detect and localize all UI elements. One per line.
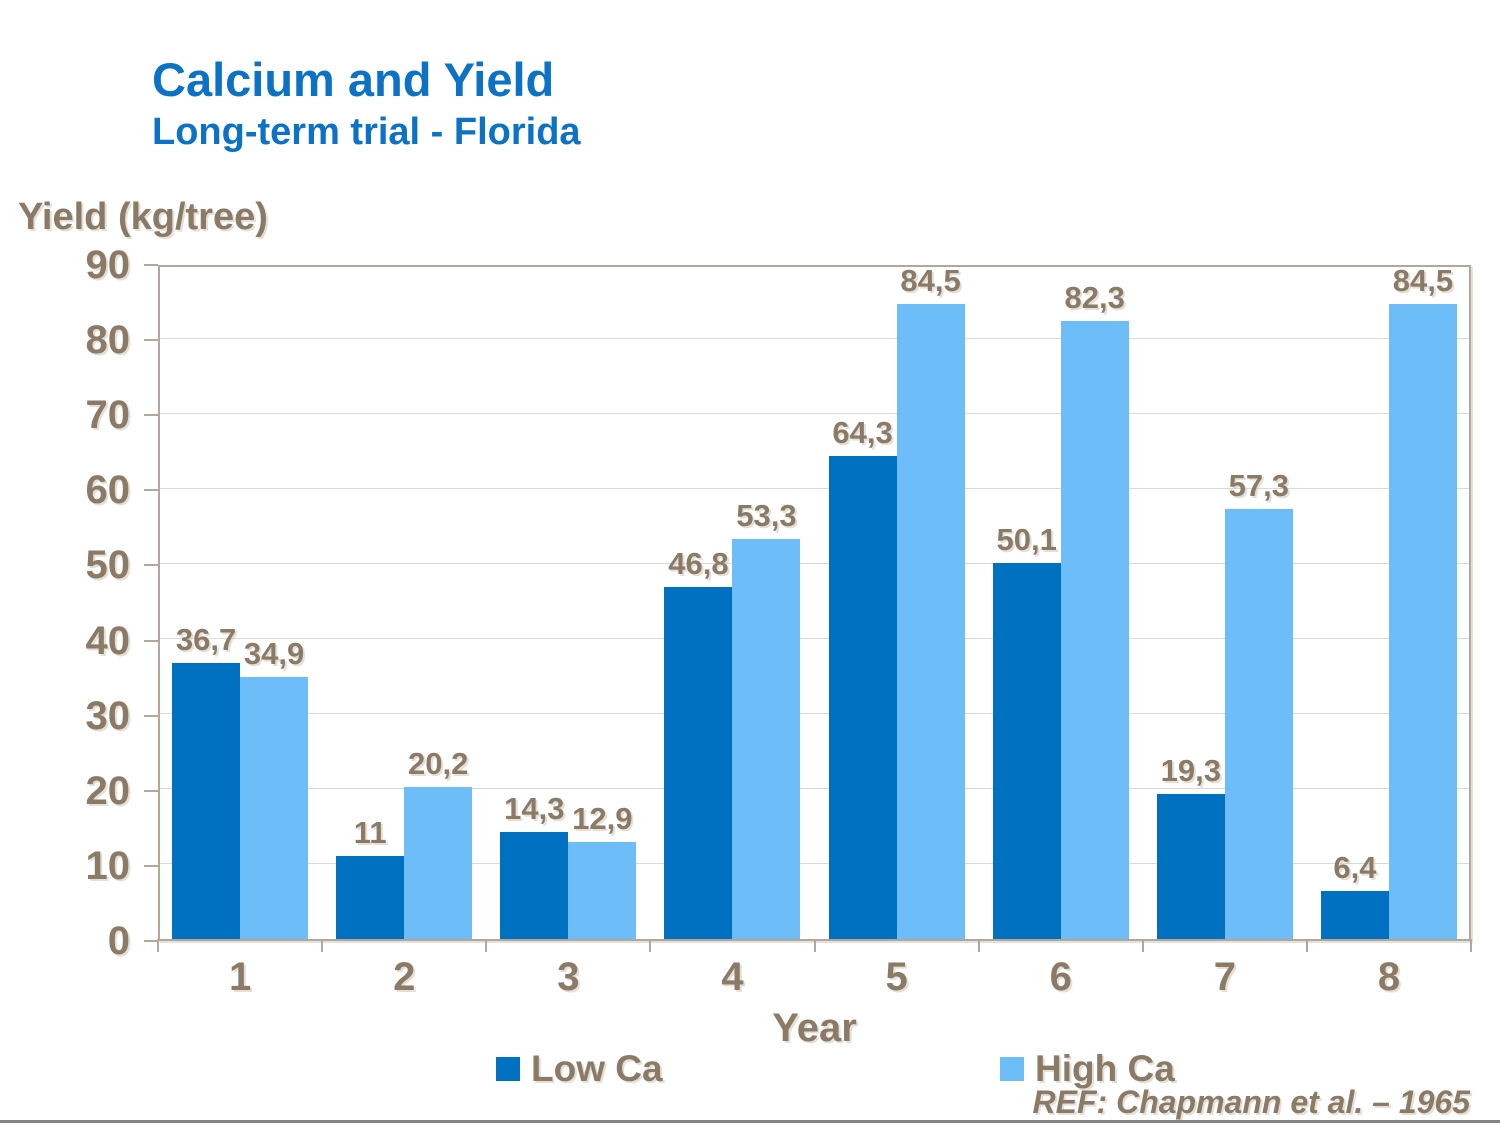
bar-value-label-low-ca: 14,3 [504,790,565,826]
bar-low-ca [1156,794,1225,939]
bar-low-ca [1320,890,1389,939]
y-axis-title: Yield (kg/tree) [18,196,268,238]
legend-item-low-ca: Low Ca [496,1048,663,1090]
gridline [160,638,1469,640]
x-axis-tick [1470,939,1472,952]
bar-value-label-high-ca: 84,5 [1392,263,1454,299]
x-axis-tick [1141,939,1144,952]
bar-low-ca [664,587,733,939]
bar-low-ca [828,456,897,939]
x-axis-title: Year [772,1006,857,1050]
x-axis-tick [813,939,816,952]
gridline [160,412,1469,414]
y-axis-tick [144,789,158,792]
y-axis-tick-label: 50 [85,543,131,588]
bar-low-ca [500,831,569,939]
legend-swatch-low-ca [496,1057,520,1081]
y-axis-tick-label: 10 [85,843,131,888]
x-axis-category-label: 8 [1377,955,1401,999]
gridline [160,562,1469,564]
y-axis-tick-label: 20 [85,768,131,813]
bar-high-ca [732,538,801,939]
y-axis-tick-label: 70 [85,393,131,438]
bar-high-ca [568,842,637,939]
y-axis-tick [144,940,158,942]
gridline [160,337,1469,339]
x-axis-category-label: 7 [1213,955,1236,999]
y-axis-tick-label: 30 [85,693,131,738]
y-axis-tick [144,864,158,867]
gridline [160,487,1469,489]
chart-subtitle: Long-term trial - Florida [152,111,581,153]
bar-value-label-low-ca: 11 [353,815,387,851]
x-axis-tick [157,939,159,952]
reference-citation: REF: Chapmann et al. – 1965 [1032,1084,1470,1120]
y-axis-tick-label: 60 [85,468,131,513]
x-axis-category-label: 6 [1049,955,1072,999]
y-axis-tick [144,339,158,342]
y-axis-tick [144,414,158,417]
x-axis-tick [1305,939,1308,952]
y-axis-tick-label: 90 [85,243,131,287]
x-axis-category-label: 5 [885,955,908,999]
bar-high-ca [896,304,965,939]
bar-value-label-low-ca: 6,4 [1333,849,1377,885]
x-axis-tick [321,939,324,952]
bar-high-ca [240,676,309,939]
y-axis-tick [144,564,158,567]
bar-value-label-high-ca: 57,3 [1228,467,1289,503]
x-axis-tick [977,939,980,952]
y-axis-tick [144,639,158,642]
y-axis-tick-label: 80 [85,318,131,363]
bar-value-label-high-ca: 20,2 [408,746,469,782]
gridline [160,863,1469,865]
x-axis-category-label: 1 [228,955,252,999]
bar-value-label-high-ca: 84,5 [900,263,961,299]
bar-value-label-low-ca: 19,3 [1160,753,1221,789]
bar-value-label-high-ca: 82,3 [1064,279,1125,315]
y-axis-tick-label: 40 [85,618,131,663]
gridline [160,713,1469,715]
bar-value-label-high-ca: 34,9 [243,635,305,671]
legend-swatch-high-ca [1000,1057,1024,1081]
x-axis-category-label: 3 [557,955,580,999]
bar-high-ca [1060,320,1129,939]
x-axis-tick [485,939,488,952]
bar-high-ca [404,787,473,939]
y-axis-tick [144,489,158,492]
y-axis-tick-label: 0 [107,919,130,963]
bar-low-ca [172,663,241,939]
legend-label-high-ca: High Ca [1035,1048,1175,1089]
bar-value-label-low-ca: 46,8 [668,546,729,582]
plot-area: 36,7 11 14,3 46,8 64,3 50,1 19,3 6,4 34,9 20,2 12,… [157,263,1472,952]
bar-low-ca [336,856,405,939]
bar-low-ca [992,562,1061,939]
footer-divider-line [0,1120,1500,1123]
bar-value-label-low-ca: 64,3 [832,415,893,451]
legend-item-high-ca: High Ca [1000,1048,1175,1090]
chart-title: Calcium and Yield [152,53,555,106]
y-axis-tick [144,264,158,266]
bar-value-label-low-ca: 50,1 [996,521,1057,557]
x-axis-category-label: 4 [721,955,744,999]
bar-value-label-high-ca: 12,9 [572,801,633,837]
legend-label-low-ca: Low Ca [531,1048,663,1089]
gridline [160,788,1469,790]
y-axis-tick [144,714,158,717]
x-axis-category-label: 2 [393,955,416,999]
bar-high-ca [1224,508,1293,939]
bar-value-label-high-ca: 53,3 [736,497,797,533]
x-axis-tick [649,939,652,952]
bar-value-label-low-ca: 36,7 [175,622,237,658]
bar-high-ca [1388,304,1457,939]
